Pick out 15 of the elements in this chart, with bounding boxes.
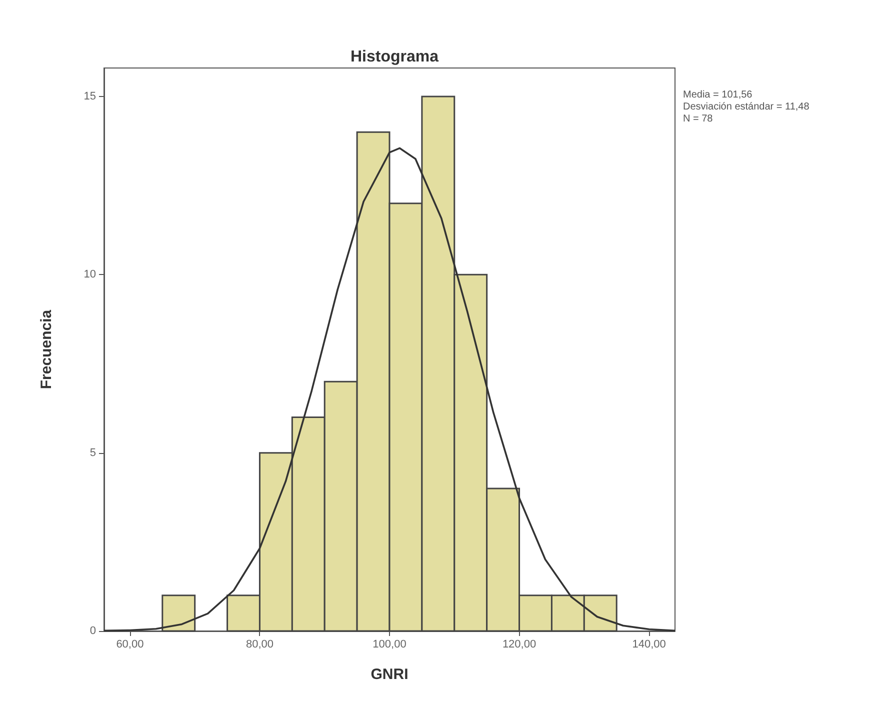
x-tick-label: 120,00 [502,638,536,650]
x-tick-label: 80,00 [246,638,274,650]
y-tick-label: 15 [84,90,96,103]
x-tick-label: 140,00 [632,638,666,650]
chart-title: Histograma [350,48,439,66]
text: N = 78 [683,114,714,124]
text: Media = 101,56 [683,90,753,100]
y-tick-label: 0 [90,625,96,637]
x-tick-label: 60,00 [116,638,144,650]
y-tick-label: 5 [90,446,96,459]
text: Desviación estándar = 11,48 [683,102,810,112]
y-axis-title: Frecuencia [38,309,55,390]
x-tick-label: 100,00 [372,638,406,650]
x-axis-title: GNRI [370,666,408,683]
y-tick-label: 10 [84,268,96,281]
